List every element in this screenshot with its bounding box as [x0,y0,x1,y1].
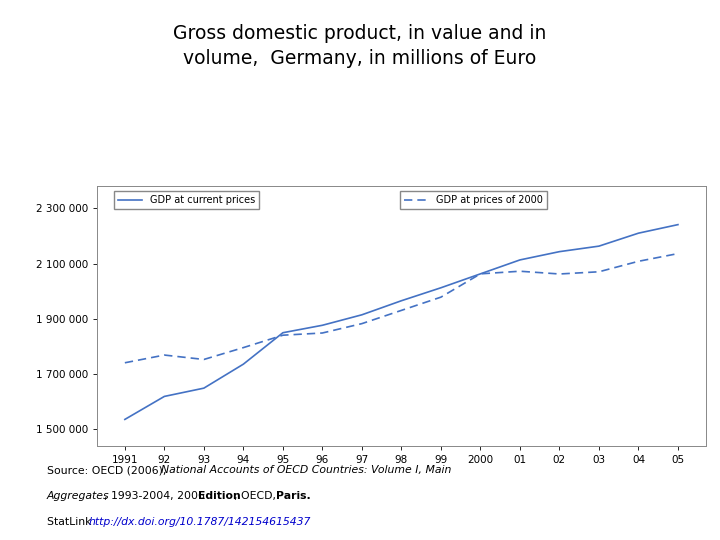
Legend: GDP at prices of 2000: GDP at prices of 2000 [400,191,547,209]
Text: StatLink: StatLink [47,517,95,528]
Text: Gross domestic product, in value and in: Gross domestic product, in value and in [174,24,546,43]
Text: volume,  Germany, in millions of Euro: volume, Germany, in millions of Euro [184,49,536,68]
Text: , 1993-2004, 2006: , 1993-2004, 2006 [104,491,209,502]
Text: Paris.: Paris. [276,491,310,502]
Text: http://dx.doi.org/10.1787/142154615437: http://dx.doi.org/10.1787/142154615437 [89,517,311,528]
Text: Aggregates: Aggregates [47,491,109,502]
Text: , OECD,: , OECD, [234,491,279,502]
Text: Source: OECD (2006),: Source: OECD (2006), [47,465,170,476]
Text: National Accounts of OECD Countries: Volume I, Main: National Accounts of OECD Countries: Vol… [161,465,451,476]
Text: Edition: Edition [198,491,240,502]
